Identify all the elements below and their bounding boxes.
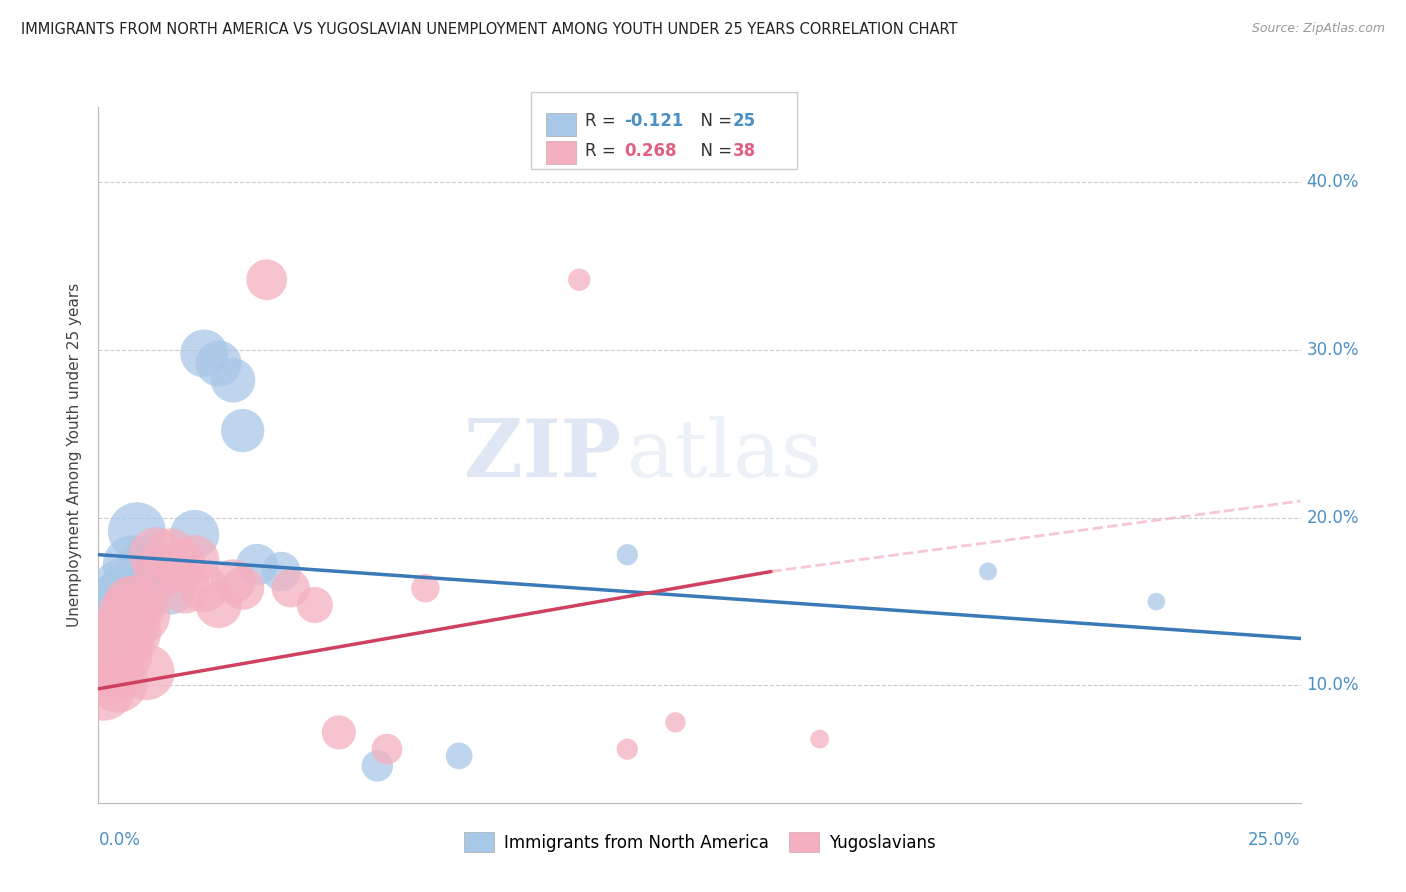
Point <box>117 586 139 600</box>
Point <box>232 424 254 438</box>
Text: N =: N = <box>690 142 738 160</box>
Text: 0.0%: 0.0% <box>98 830 141 848</box>
Point <box>280 581 302 595</box>
Point <box>159 548 181 562</box>
Point <box>568 273 591 287</box>
Text: 25.0%: 25.0% <box>1249 830 1301 848</box>
Point <box>447 748 470 763</box>
Text: IMMIGRANTS FROM NORTH AMERICA VS YUGOSLAVIAN UNEMPLOYMENT AMONG YOUTH UNDER 25 Y: IMMIGRANTS FROM NORTH AMERICA VS YUGOSLA… <box>21 22 957 37</box>
Point <box>91 623 114 637</box>
Point <box>304 598 326 612</box>
Point <box>125 598 148 612</box>
Point <box>111 591 134 606</box>
Point <box>208 598 231 612</box>
Point <box>193 581 215 595</box>
Text: 10.0%: 10.0% <box>1306 676 1360 695</box>
Point <box>101 632 124 646</box>
Point <box>101 648 124 663</box>
Text: 30.0%: 30.0% <box>1306 341 1360 359</box>
Point <box>107 641 129 656</box>
Legend: Immigrants from North America, Yugoslavians: Immigrants from North America, Yugoslavi… <box>456 823 943 861</box>
Y-axis label: Unemployment Among Youth under 25 years: Unemployment Among Youth under 25 years <box>67 283 83 627</box>
Text: 40.0%: 40.0% <box>1306 173 1360 192</box>
Point <box>97 648 120 663</box>
Point <box>270 565 292 579</box>
Point <box>808 732 831 747</box>
Point <box>149 565 172 579</box>
Point <box>91 681 114 696</box>
Point <box>101 665 124 679</box>
Point <box>375 742 398 756</box>
Point <box>107 598 129 612</box>
Text: R =: R = <box>585 112 621 130</box>
Text: 38: 38 <box>733 142 755 160</box>
Point <box>121 624 143 639</box>
Point <box>125 524 148 539</box>
Point <box>117 607 139 622</box>
Point <box>101 607 124 622</box>
Text: N =: N = <box>690 112 738 130</box>
Text: Source: ZipAtlas.com: Source: ZipAtlas.com <box>1251 22 1385 36</box>
Point <box>131 607 153 622</box>
Point <box>183 552 205 566</box>
Point <box>117 624 139 639</box>
Point <box>664 715 686 730</box>
Point <box>366 759 388 773</box>
Point <box>977 565 1000 579</box>
Point <box>159 581 181 595</box>
Point <box>111 632 134 646</box>
Point <box>246 558 269 572</box>
Text: R =: R = <box>585 142 621 160</box>
Point <box>145 548 167 562</box>
Point <box>1144 594 1167 608</box>
Point <box>616 548 638 562</box>
Point <box>97 623 120 637</box>
Point <box>616 742 638 756</box>
Point <box>222 574 245 589</box>
Point <box>174 581 197 595</box>
Point <box>328 725 350 739</box>
Point <box>107 675 129 690</box>
Point <box>111 648 134 663</box>
Text: 20.0%: 20.0% <box>1306 508 1360 527</box>
Point <box>91 658 114 673</box>
Point <box>208 357 231 371</box>
Point <box>183 527 205 541</box>
Point <box>169 558 191 572</box>
Point <box>101 620 124 634</box>
Text: -0.121: -0.121 <box>624 112 683 130</box>
Text: 0.268: 0.268 <box>624 142 676 160</box>
Text: atlas: atlas <box>627 416 823 494</box>
Point <box>121 558 143 572</box>
Text: 25: 25 <box>733 112 755 130</box>
Point <box>111 581 134 595</box>
Point <box>135 665 157 679</box>
Point <box>415 581 437 595</box>
Point <box>193 346 215 360</box>
Point <box>121 598 143 612</box>
Point <box>135 574 157 589</box>
Point <box>222 373 245 387</box>
Point <box>232 581 254 595</box>
Point <box>97 636 120 650</box>
Text: ZIP: ZIP <box>464 416 621 494</box>
Point <box>135 558 157 572</box>
Point <box>256 273 278 287</box>
